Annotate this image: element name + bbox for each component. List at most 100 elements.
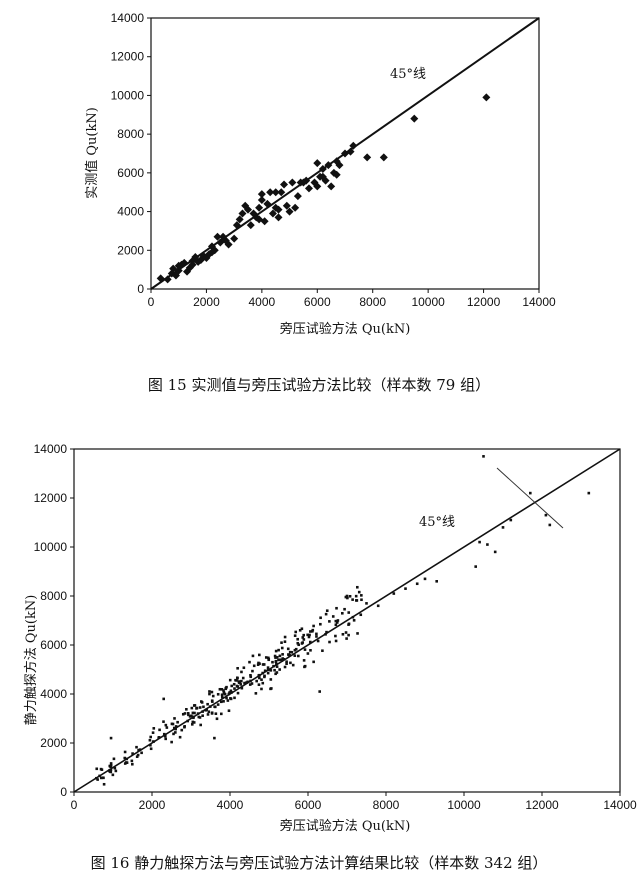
data-point	[312, 660, 315, 664]
data-point	[415, 582, 419, 586]
x-tick-label: 0	[71, 798, 78, 812]
data-point	[324, 161, 333, 170]
data-point	[240, 679, 243, 683]
data-point	[302, 638, 306, 641]
data-point	[149, 747, 153, 751]
data-point	[274, 205, 283, 214]
data-point	[260, 687, 263, 691]
data-point	[206, 713, 210, 716]
data-point	[262, 663, 266, 666]
data-point	[269, 678, 273, 681]
data-point	[240, 670, 243, 674]
plot-frame-15	[150, 17, 540, 290]
data-point	[261, 671, 264, 675]
data-point	[360, 598, 363, 602]
data-point	[178, 735, 182, 739]
data-point	[180, 728, 184, 732]
data-point	[183, 725, 186, 728]
data-point	[493, 550, 497, 554]
x-axis-label-15: 旁压试验方法 Qu(kN)	[280, 321, 411, 337]
data-point	[257, 674, 261, 677]
data-point	[334, 634, 337, 638]
data-point	[108, 770, 112, 773]
data-point	[273, 654, 277, 658]
data-point	[208, 690, 211, 693]
data-point	[257, 190, 266, 199]
data-point	[478, 540, 481, 544]
data-point	[188, 256, 197, 265]
y-tick-label: 10000	[34, 540, 68, 554]
y-tick-label: 14000	[34, 442, 68, 456]
x-tick-label: 6000	[304, 295, 331, 309]
data-point	[275, 662, 278, 666]
y-tick-label: 6000	[117, 166, 144, 180]
data-point	[137, 748, 140, 752]
data-point	[297, 643, 300, 647]
data-point	[112, 757, 116, 761]
data-point	[170, 740, 173, 744]
data-point	[190, 723, 194, 726]
reference-line-45-16	[73, 448, 621, 793]
x-tick-label: 4000	[249, 295, 276, 309]
data-point	[210, 711, 214, 715]
data-point	[220, 695, 224, 699]
data-point	[99, 776, 103, 780]
data-point	[359, 613, 363, 617]
data-point	[266, 668, 270, 672]
data-point	[482, 93, 491, 102]
data-point	[220, 688, 224, 691]
data-point	[299, 178, 308, 187]
data-point	[164, 723, 168, 727]
data-point	[109, 768, 113, 772]
data-point	[201, 710, 204, 713]
axes-16: 0 2000 4000 6000 8000 10000 12000 14000 0 2000 400…	[34, 442, 637, 812]
data-point	[213, 232, 222, 241]
data-point	[355, 599, 358, 602]
y-tick-label: 6000	[40, 638, 67, 652]
data-point	[280, 659, 284, 662]
data-point	[164, 737, 167, 741]
data-point	[156, 274, 165, 283]
data-point	[341, 611, 344, 615]
data-point	[304, 184, 313, 193]
data-point	[482, 455, 485, 458]
data-point	[228, 691, 231, 695]
reference-line-label-15: 45°线	[390, 67, 426, 82]
data-point	[227, 709, 231, 713]
data-point	[229, 697, 233, 701]
data-point	[186, 712, 190, 715]
x-tick-label: 12000	[525, 798, 559, 812]
data-point	[236, 666, 239, 670]
data-point	[263, 199, 272, 208]
data-point	[158, 728, 161, 732]
data-point	[222, 700, 225, 703]
data-point	[172, 726, 176, 730]
data-point	[301, 636, 305, 639]
y-tick-label: 0	[60, 785, 67, 799]
data-point	[327, 182, 336, 191]
x-tick-label: 6000	[295, 798, 322, 812]
data-point	[181, 712, 185, 716]
data-point	[285, 207, 294, 216]
data-point	[587, 491, 591, 495]
data-point	[257, 683, 261, 686]
data-point	[96, 778, 99, 781]
data-point	[255, 679, 258, 683]
data-point	[123, 756, 127, 760]
data-point	[319, 616, 322, 620]
data-point	[199, 723, 202, 727]
data-point	[163, 734, 167, 738]
data-point	[277, 658, 280, 662]
data-point	[354, 594, 358, 598]
x-tick-label: 0	[148, 295, 155, 309]
figure-15: 0 2000 4000 6000 8000 10000 12000 14000 0 2000 400…	[84, 11, 556, 394]
data-point	[291, 203, 300, 212]
data-point	[149, 743, 152, 747]
data-point	[111, 773, 115, 777]
data-point	[264, 656, 268, 659]
data-point	[281, 653, 284, 656]
plot-frame-16	[73, 448, 621, 793]
caption-15: 图 15 实测值与旁压试验方法比较（样本数 79 组）	[148, 376, 490, 394]
data-point	[271, 660, 274, 664]
data-point	[151, 740, 155, 744]
